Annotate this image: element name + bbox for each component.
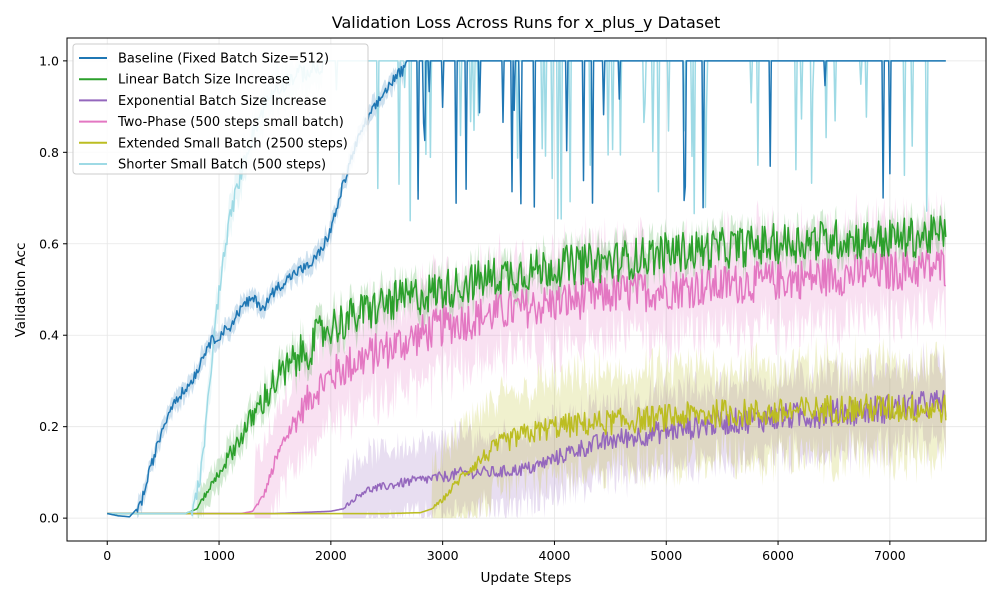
legend-label-baseline: Baseline (Fixed Batch Size=512) bbox=[118, 52, 329, 67]
legend-box bbox=[72, 43, 369, 175]
x-tick-label: 5000 bbox=[650, 548, 682, 563]
band-extended bbox=[107, 333, 946, 519]
legend-label-exponential: Exponential Batch Size Increase bbox=[118, 94, 326, 109]
legend-label-linear: Linear Batch Size Increase bbox=[118, 73, 290, 88]
legend: Baseline (Fixed Batch Size=512) Linear Ba… bbox=[72, 43, 369, 175]
x-tick-label: 6000 bbox=[762, 548, 794, 563]
line-baseline bbox=[107, 60, 946, 518]
series-lines bbox=[107, 60, 947, 518]
band-exponential bbox=[107, 341, 946, 519]
legend-label-two_phase: Two-Phase (500 steps small batch) bbox=[117, 115, 344, 130]
y-tick-label: 0.8 bbox=[39, 145, 59, 160]
x-tick-label: 2000 bbox=[315, 548, 347, 563]
x-ticks: 0 1000 2000 3000 4000 5000 6000 7000 bbox=[103, 541, 906, 563]
chart-title: Validation Loss Across Runs for x_plus_y… bbox=[332, 13, 720, 33]
line-two_phase bbox=[107, 249, 946, 515]
plot-frame bbox=[66, 37, 987, 542]
x-tick-label: 1000 bbox=[203, 548, 235, 563]
line-linear bbox=[107, 214, 947, 515]
y-tick-label: 0.0 bbox=[39, 511, 59, 526]
y-tick-label: 0.4 bbox=[39, 328, 59, 343]
y-tick-label: 0.6 bbox=[39, 236, 59, 251]
legend-label-extended: Extended Small Batch (2500 steps) bbox=[118, 136, 348, 151]
x-axis-label: Update Steps bbox=[481, 570, 572, 586]
x-tick-label: 7000 bbox=[874, 548, 906, 563]
y-tick-label: 0.2 bbox=[39, 419, 59, 434]
band-linear bbox=[107, 200, 946, 519]
y-ticks: 0.0 0.2 0.4 0.6 0.8 1.0 bbox=[39, 53, 67, 526]
x-tick-label: 0 bbox=[103, 548, 111, 563]
line-extended bbox=[107, 393, 947, 515]
x-tick-label: 3000 bbox=[427, 548, 459, 563]
x-tick-label: 4000 bbox=[539, 548, 571, 563]
y-axis-label: Validation Acc bbox=[13, 243, 29, 338]
y-tick-label: 1.0 bbox=[39, 53, 59, 68]
legend-label-shorter: Shorter Small Batch (500 steps) bbox=[118, 158, 326, 173]
